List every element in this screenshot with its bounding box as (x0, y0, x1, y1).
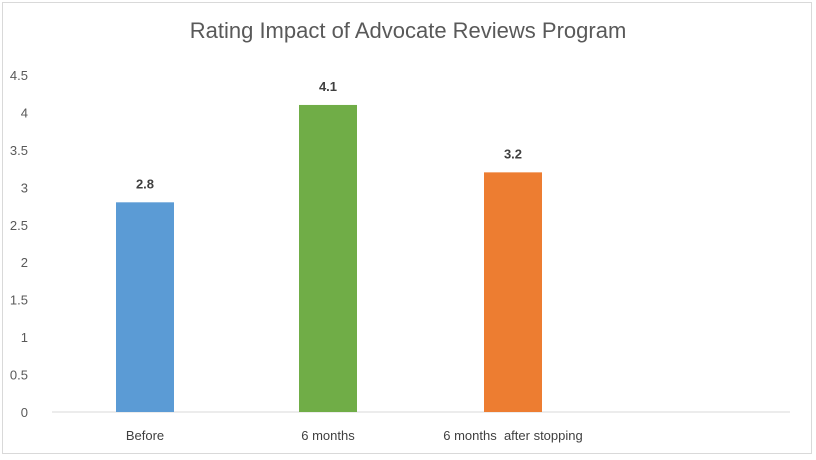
y-tick-label: 3 (21, 180, 28, 195)
y-tick-label: 4.5 (10, 68, 28, 83)
bar (116, 202, 174, 412)
category-label: 6 months after stopping (443, 428, 582, 443)
category-label: Before (126, 428, 164, 443)
y-tick-label: 1 (21, 330, 28, 345)
data-label: 2.8 (136, 176, 154, 191)
y-tick-label: 2 (21, 255, 28, 270)
bars-group (116, 104, 542, 412)
bar (299, 104, 357, 412)
y-tick-label: 0.5 (10, 368, 28, 383)
y-tick-label: 0 (21, 405, 28, 420)
y-tick-label: 4 (21, 105, 28, 120)
category-label: 6 months (301, 428, 355, 443)
data-label: 3.2 (504, 146, 522, 161)
y-tick-label: 1.5 (10, 293, 28, 308)
chart-title: Rating Impact of Advocate Reviews Progra… (190, 18, 627, 43)
y-tick-label: 3.5 (10, 143, 28, 158)
y-tick-label: 2.5 (10, 218, 28, 233)
category-labels-group: Before 6 months 6 months after stopping (126, 428, 583, 443)
data-label: 4.1 (319, 79, 337, 94)
y-axis-ticks: 0 0.5 1 1.5 2 2.5 3 3.5 4 4.5 (10, 68, 28, 420)
bar (484, 172, 542, 412)
data-labels-group: 2.8 4.1 3.2 (136, 79, 522, 191)
